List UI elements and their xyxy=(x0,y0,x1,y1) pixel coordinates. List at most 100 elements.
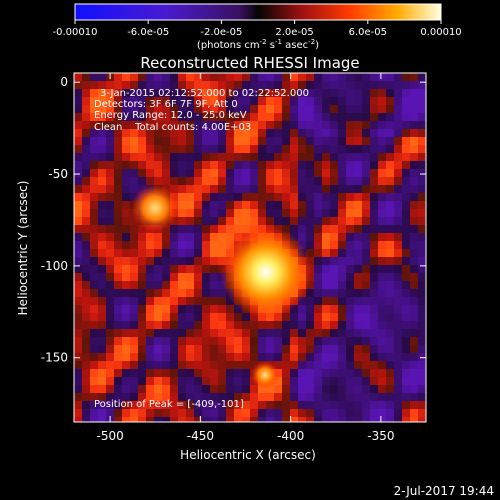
heatmap-cell xyxy=(74,225,82,233)
heatmap-cell xyxy=(402,353,410,361)
heatmap-cell xyxy=(386,265,394,273)
heatmap-cell xyxy=(322,233,330,241)
heatmap-cell xyxy=(418,257,426,265)
heatmap-cell xyxy=(362,321,370,329)
heatmap-cell xyxy=(386,105,394,113)
heatmap-cell xyxy=(122,185,130,193)
heatmap-cell xyxy=(234,377,242,385)
heatmap-cell xyxy=(330,97,338,105)
heatmap-cell xyxy=(210,361,218,369)
heatmap-cell xyxy=(194,113,202,121)
heatmap-cell xyxy=(346,361,354,369)
heatmap-cell xyxy=(338,113,346,121)
heatmap-cell xyxy=(186,217,194,225)
heatmap-cell xyxy=(90,161,98,169)
heatmap-cell xyxy=(322,417,330,422)
heatmap-cell xyxy=(202,329,210,337)
heatmap-cell xyxy=(226,177,234,185)
heatmap-cell xyxy=(418,305,426,313)
heatmap-cell xyxy=(394,329,402,337)
heatmap-cell xyxy=(386,113,394,121)
heatmap-cell xyxy=(202,409,210,417)
heatmap-cell xyxy=(266,201,274,209)
heatmap-cell xyxy=(146,321,154,329)
heatmap-cell xyxy=(162,105,170,113)
heatmap-cell xyxy=(98,177,106,185)
heatmap-cell xyxy=(106,345,114,353)
heatmap-cell xyxy=(378,337,386,345)
heatmap-cell xyxy=(74,145,82,153)
heatmap-cell xyxy=(354,369,362,377)
heatmap-cell xyxy=(314,249,322,257)
heatmap-cell xyxy=(218,145,226,153)
heatmap-cell xyxy=(410,193,418,201)
heatmap-cell xyxy=(114,369,122,377)
heatmap-cell xyxy=(378,161,386,169)
heatmap-cell xyxy=(98,113,106,121)
heatmap-cell xyxy=(170,297,178,305)
heatmap-cell xyxy=(322,137,330,145)
heatmap-cell xyxy=(330,169,338,177)
heatmap-cell xyxy=(370,193,378,201)
heatmap-cell xyxy=(402,369,410,377)
heatmap-cell xyxy=(186,145,194,153)
heatmap-cell xyxy=(410,217,418,225)
heatmap-cell xyxy=(362,281,370,289)
heatmap-cell xyxy=(266,177,274,185)
heatmap-cell xyxy=(306,97,314,105)
heatmap-cell xyxy=(226,105,234,113)
heatmap-cell xyxy=(338,89,346,97)
heatmap-cell xyxy=(258,169,266,177)
heatmap-cell xyxy=(274,129,282,137)
heatmap-cell xyxy=(418,233,426,241)
heatmap-cell xyxy=(386,345,394,353)
heatmap-cell xyxy=(410,185,418,193)
heatmap-cell xyxy=(402,321,410,329)
heatmap-cell xyxy=(258,193,266,201)
heatmap-cell xyxy=(258,81,266,89)
heatmap-cell xyxy=(306,361,314,369)
heatmap-cell xyxy=(122,297,130,305)
heatmap-cell xyxy=(242,97,250,105)
heatmap-cell xyxy=(386,361,394,369)
heatmap-cell xyxy=(138,73,146,81)
heatmap-cell xyxy=(322,401,330,409)
heatmap-cell xyxy=(258,97,266,105)
heatmap-cell xyxy=(354,73,362,81)
heatmap-cell xyxy=(322,345,330,353)
heatmap-cell xyxy=(90,313,98,321)
heatmap-cell xyxy=(250,153,258,161)
heatmap-cell xyxy=(354,353,362,361)
heatmap-cell xyxy=(386,289,394,297)
heatmap-cell xyxy=(394,73,402,81)
heatmap-cell xyxy=(226,209,234,217)
heatmap-cell xyxy=(170,241,178,249)
heatmap-cell xyxy=(178,353,186,361)
heatmap-cell xyxy=(146,297,154,305)
heatmap-cell xyxy=(82,241,90,249)
heatmap-cell xyxy=(402,265,410,273)
heatmap-cell xyxy=(202,137,210,145)
heatmap-cell xyxy=(418,209,426,217)
heatmap-cell xyxy=(410,169,418,177)
heatmap-cell xyxy=(194,217,202,225)
heatmap-cell xyxy=(98,385,106,393)
heatmap-cell xyxy=(162,385,170,393)
heatmap-cell xyxy=(74,137,82,145)
heatmap-cell xyxy=(138,393,146,401)
heatmap-cell xyxy=(338,105,346,113)
heatmap-cell xyxy=(282,113,290,121)
heatmap-cell xyxy=(378,409,386,417)
heatmap-cell xyxy=(378,385,386,393)
heatmap-cell xyxy=(394,89,402,97)
heatmap-cell xyxy=(170,345,178,353)
heatmap-cell xyxy=(274,337,282,345)
heatmap-cell xyxy=(202,377,210,385)
heatmap-cell xyxy=(386,209,394,217)
heatmap-cell xyxy=(210,273,218,281)
heatmap-cell xyxy=(154,121,162,129)
heatmap-cell xyxy=(378,353,386,361)
heatmap-cell xyxy=(178,81,186,89)
heatmap-cell xyxy=(386,145,394,153)
heatmap-cell xyxy=(362,121,370,129)
